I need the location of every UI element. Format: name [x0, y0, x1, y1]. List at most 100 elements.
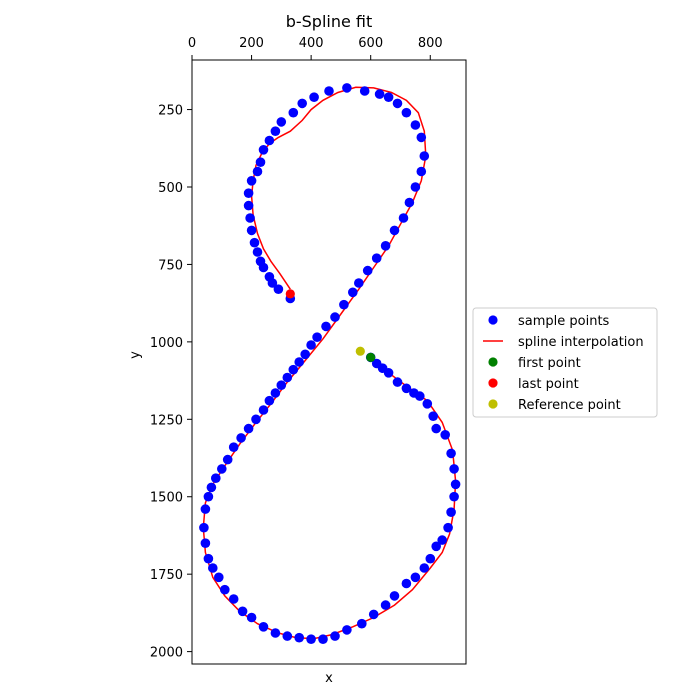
data-point-sample-points [211, 473, 221, 484]
data-point-sample-points [309, 92, 319, 102]
legend-label-reference-point: Reference point [518, 398, 621, 413]
data-point-sample-points [270, 126, 281, 136]
legend-label-first-point: first point [518, 356, 581, 371]
y-tick-label: 1750 [150, 568, 183, 583]
data-point-sample-points [217, 464, 227, 474]
data-point-sample-points [300, 349, 311, 360]
data-point-sample-points [220, 584, 230, 595]
data-point-sample-points [446, 507, 456, 517]
data-point-sample-points [383, 368, 394, 378]
legend-marker-last-point [488, 378, 498, 388]
data-point-sample-points [246, 612, 257, 623]
data-point-sample-points [200, 538, 211, 548]
data-point-sample-points [203, 553, 214, 564]
data-point-sample-points [251, 414, 261, 425]
data-point-sample-points [270, 628, 281, 638]
data-point-sample-points [401, 383, 412, 394]
data-point-sample-points [348, 287, 358, 298]
y-tick-label: 2000 [150, 646, 183, 661]
data-point-sample-points [214, 572, 224, 583]
series-line-spline-interpolation [202, 86, 457, 640]
x-axis-label: x [325, 671, 333, 686]
x-tick-label: 400 [299, 36, 324, 51]
data-point-sample-points [401, 107, 412, 118]
plot-area [192, 60, 466, 664]
data-point-sample-points [276, 117, 287, 127]
data-point-sample-points [428, 411, 439, 422]
data-point-sample-points [236, 433, 246, 443]
data-point-sample-points [342, 83, 352, 93]
data-point-sample-points [321, 321, 331, 332]
data-point-sample-points [282, 372, 293, 383]
data-point-sample-points [243, 200, 254, 211]
data-point-sample-points [392, 98, 403, 109]
data-point-sample-points [359, 86, 370, 96]
legend-label-sample-points: sample points [518, 314, 610, 329]
data-point-sample-points [401, 578, 412, 589]
data-point-sample-points [258, 262, 269, 273]
data-point-sample-points [383, 92, 394, 102]
data-point-sample-points [362, 265, 373, 276]
legend-label-last-point: last point [518, 377, 579, 392]
series-layer [199, 83, 461, 644]
data-point-sample-points [245, 213, 255, 223]
data-point-sample-points [246, 176, 257, 186]
data-point-sample-points [228, 442, 239, 453]
data-point-sample-points [371, 253, 382, 263]
data-point-sample-points [380, 241, 391, 251]
data-point-sample-points [443, 522, 453, 533]
data-point-sample-points [416, 132, 427, 143]
data-point-sample-points [208, 563, 218, 573]
data-point-sample-points [398, 213, 409, 223]
y-tick-label: 250 [158, 104, 183, 119]
data-point-sample-points [431, 541, 442, 552]
data-point-sample-points [342, 625, 352, 635]
data-point-sample-points [282, 631, 293, 641]
data-point-sample-points [431, 423, 442, 434]
data-point-sample-points [416, 166, 427, 177]
data-point-sample-points [264, 395, 275, 406]
y-tick-label: 500 [158, 181, 183, 196]
data-point-sample-points [389, 591, 400, 601]
data-point-sample-points [449, 464, 459, 474]
data-point-sample-points [255, 157, 266, 167]
legend-marker-first-point [488, 357, 498, 367]
data-point-sample-points [306, 340, 316, 350]
data-point-sample-points [422, 399, 433, 409]
y-tick-label: 1000 [150, 336, 183, 351]
data-point-sample-points [258, 145, 269, 155]
x-tick-label: 800 [418, 36, 443, 51]
data-point-sample-points [249, 237, 260, 248]
data-point-sample-points [270, 388, 281, 398]
x-tick-label: 200 [239, 36, 264, 51]
data-point-sample-points [297, 98, 308, 109]
data-point-sample-points [306, 634, 316, 644]
data-point-sample-points [318, 634, 328, 644]
data-point-sample-points [330, 312, 340, 322]
data-point-sample-points [252, 247, 263, 257]
data-point-first-point [366, 352, 376, 362]
data-point-sample-points [339, 299, 349, 310]
y-axis-label: y [128, 351, 143, 359]
data-point-sample-points [273, 284, 284, 295]
data-point-sample-points [288, 107, 299, 118]
data-point-sample-points [410, 120, 421, 130]
data-point-sample-points [374, 89, 385, 99]
data-point-sample-points [404, 197, 415, 208]
data-point-sample-points [294, 632, 305, 643]
data-point-sample-points [288, 364, 299, 375]
data-point-sample-points [410, 182, 421, 192]
y-tick-label: 750 [158, 258, 183, 273]
data-point-sample-points [228, 594, 239, 604]
data-point-sample-points [380, 600, 391, 610]
data-point-sample-points [450, 479, 461, 490]
data-point-sample-points [410, 572, 421, 583]
data-point-sample-points [252, 166, 263, 177]
data-point-sample-points [425, 553, 436, 564]
data-point-sample-points [294, 357, 305, 367]
legend-marker-sample-points [488, 315, 498, 325]
data-point-sample-points [200, 504, 211, 514]
data-point-sample-points [222, 454, 233, 465]
data-point-sample-points [354, 278, 364, 288]
